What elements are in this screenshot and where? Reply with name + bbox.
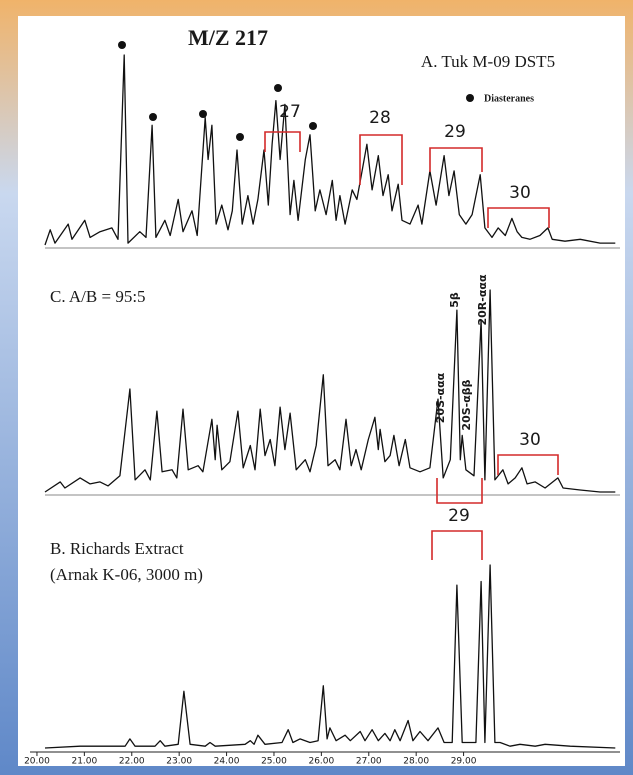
peak-label: 20S-αββ — [460, 379, 473, 430]
panel-title: C. A/B = 95:5 — [50, 287, 146, 306]
x-tick-label: 29.00 — [451, 757, 477, 767]
peak-label: 20R-ααα — [476, 274, 489, 325]
panel-title: A. Tuk M-09 DST5 — [421, 52, 555, 71]
carbon-label: 29 — [448, 506, 470, 526]
carbon-bracket — [264, 131, 301, 152]
chromatogram-trace — [44, 54, 616, 246]
legend-label: Diasteranes — [484, 93, 534, 104]
carbon-bracket — [436, 478, 483, 504]
x-tick-label: 26.00 — [308, 757, 334, 767]
carbon-label: 28 — [369, 108, 391, 128]
x-tick-label: 22.00 — [119, 757, 145, 767]
carbon-bracket — [487, 207, 550, 228]
panel-subtitle: (Arnak K-06, 3000 m) — [50, 565, 203, 584]
chromatogram-trace — [44, 564, 616, 749]
carbon-label: 30 — [509, 183, 531, 203]
diasterane-marker — [149, 113, 157, 121]
panel-title: B. Richards Extract — [50, 539, 184, 558]
peak-label: 20S-ααα — [434, 372, 447, 423]
carbon-label: 30 — [519, 430, 541, 450]
diasterane-marker — [236, 133, 244, 141]
diasterane-marker — [274, 84, 282, 92]
diasterane-marker — [118, 41, 126, 49]
x-tick-label: 24.00 — [214, 757, 240, 767]
diasterane-marker — [309, 122, 317, 130]
x-tick-label: 23.00 — [166, 757, 192, 767]
x-tick-label: 20.00 — [24, 757, 50, 767]
x-tick-label: 25.00 — [261, 757, 287, 767]
carbon-label: 27 — [279, 102, 301, 122]
carbon-label: 29 — [444, 122, 466, 142]
carbon-bracket — [497, 454, 559, 475]
carbon-bracket — [431, 530, 483, 560]
legend-marker — [466, 94, 474, 102]
x-tick-label: 27.00 — [356, 757, 382, 767]
peak-label: 5β — [448, 292, 461, 308]
figure-title: M/Z 217 — [188, 25, 268, 50]
carbon-bracket — [359, 134, 403, 185]
x-tick-label: 21.00 — [71, 757, 97, 767]
carbon-bracket — [429, 147, 483, 172]
diasterane-marker — [199, 110, 207, 118]
x-tick-label: 28.00 — [403, 757, 429, 767]
chromatogram-trace — [44, 289, 616, 493]
